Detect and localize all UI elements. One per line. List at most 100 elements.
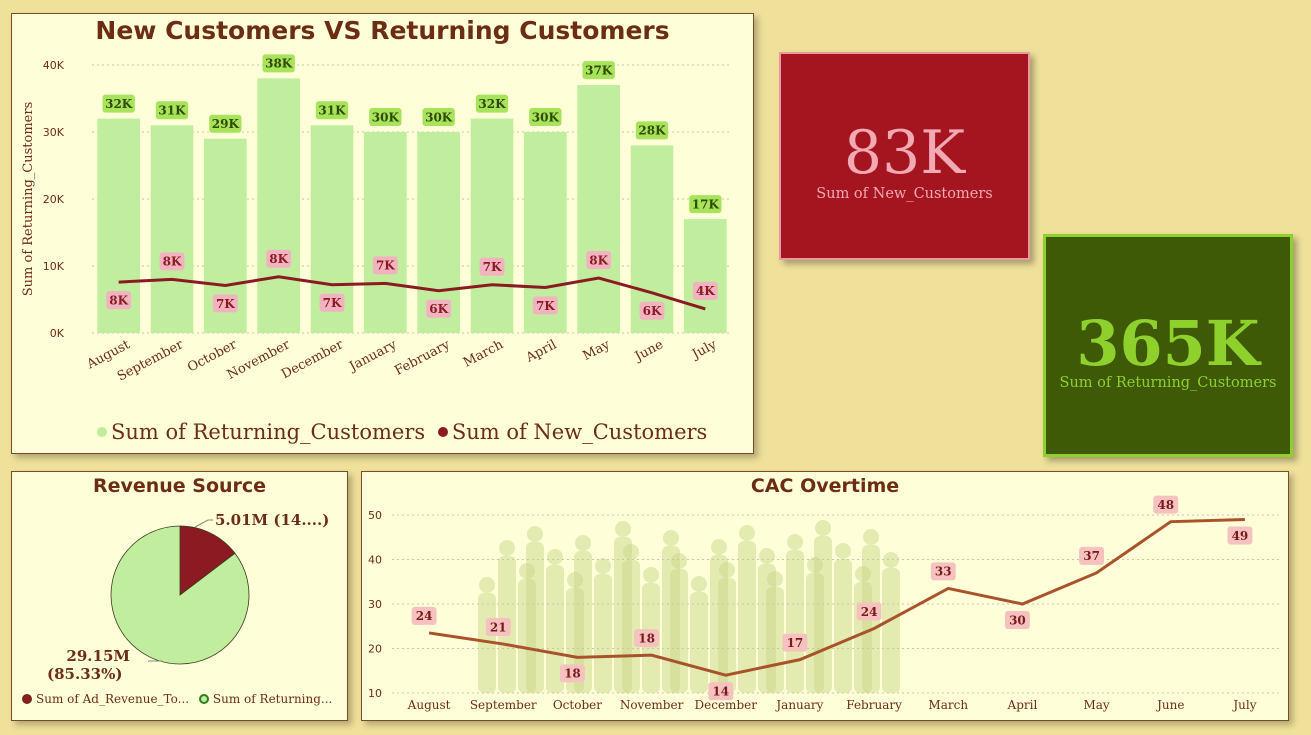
bar-label-july: 17K: [689, 195, 722, 214]
y-tick-label: 0K: [50, 327, 65, 340]
cac-label-december-bg: [708, 682, 734, 701]
line-label-june-text: 6K: [643, 304, 662, 318]
line-label-september-text: 8K: [163, 255, 182, 269]
new-customers-card[interactable]: 83K Sum of New_Customers: [779, 52, 1030, 260]
cac-label-october: 18: [559, 664, 585, 683]
cac-x-tick-march: March: [928, 698, 968, 712]
cac-line: [428, 517, 1245, 677]
legend-returning[interactable]: Sum of Returning_Customers: [97, 420, 425, 444]
cac-x-tick-august: August: [407, 698, 451, 712]
bar-february[interactable]: [417, 132, 460, 333]
line-label-april-text: 7K: [536, 299, 555, 313]
legend-new-dot: [437, 427, 448, 437]
customers-chart-title: New Customers VS Returning Customers: [95, 16, 670, 45]
silhouette-body: [834, 559, 852, 693]
bar-july[interactable]: [684, 219, 727, 333]
silhouette-body: [738, 541, 756, 693]
revenue-source-svg: 5.01M (14....) 29.15M(85.33%): [47, 511, 329, 683]
cac-x-tick-november: November: [620, 698, 684, 712]
customers-chart-panel: New Customers VS Returning Customers 0K 1…: [11, 13, 754, 454]
cac-label-july-text: 49: [1232, 529, 1249, 543]
pie-label-ad-revenue: 5.01M (14....): [215, 511, 329, 529]
silhouette-head: [719, 562, 735, 578]
pie-slice-sum-of-ad-revenue-to[interactable]: [179, 525, 236, 596]
legend-returning-revenue-dot: [198, 694, 209, 704]
bar-label-april-text: 30K: [532, 110, 560, 124]
cac-label-july: 49: [1227, 526, 1253, 545]
cac-label-may-bg: [1079, 546, 1105, 565]
line-label-may-text: 8K: [589, 253, 608, 267]
bar-label-march-bg: [475, 94, 509, 113]
silhouette-head: [787, 534, 803, 550]
bar-march[interactable]: [470, 118, 514, 333]
silhouette-head: [739, 525, 755, 541]
cac-label-november-text: 18: [638, 631, 655, 645]
bar-label-february: 30K: [422, 108, 455, 126]
line-label-july-bg: [692, 281, 718, 300]
returning-customers-card[interactable]: 365K Sum of Returning_Customers: [1043, 234, 1293, 457]
y-tick-label: 30K: [43, 126, 65, 139]
cac-y-tick-label: 50: [368, 509, 382, 522]
bar-january[interactable]: [364, 132, 407, 333]
new-customers-label: Sum of New_Customers: [816, 186, 993, 202]
silhouette-head: [595, 558, 611, 574]
line-label-october: 7K: [212, 294, 238, 313]
cac-label-december: 14: [708, 682, 734, 701]
legend-returning-revenue-label: Sum of Returning...: [212, 692, 333, 706]
legend-ad-revenue-label: Sum of Ad_Revenue_To...: [36, 692, 190, 706]
cac-label-april-text: 30: [1009, 613, 1026, 627]
cac-x-tick-february: February: [846, 698, 902, 712]
bar-september[interactable]: [150, 125, 194, 333]
y-tick-label: 40K: [43, 59, 65, 72]
cac-x-tick-january: January: [774, 698, 823, 712]
pie-slice-sum-of-returning[interactable]: [110, 525, 250, 665]
bar-label-december: 31K: [315, 101, 349, 120]
bar-label-september: 31K: [155, 101, 189, 120]
silhouette-head: [615, 521, 631, 537]
line-label-june: 6K: [639, 301, 665, 320]
line-label-may-bg: [586, 251, 612, 270]
line-label-september: 8K: [159, 252, 185, 271]
silhouette-body: [622, 560, 640, 693]
bar-june[interactable]: [630, 145, 674, 333]
bar-label-august-bg: [102, 94, 135, 113]
line-label-august-text: 8K: [109, 293, 128, 307]
cac-label-may-text: 37: [1083, 549, 1100, 563]
bar-label-january: 30K: [369, 108, 402, 126]
line-label-march-bg: [479, 257, 505, 276]
bar-label-october-bg: [209, 114, 242, 133]
silhouette-head: [835, 543, 851, 559]
legend-ad-revenue[interactable]: Sum of Ad_Revenue_To...: [22, 692, 189, 706]
cac-label-july-bg: [1227, 526, 1253, 545]
x-tick-december: December: [279, 337, 346, 382]
cac-label-june-bg: [1153, 495, 1179, 514]
line-label-january: 7K: [372, 256, 398, 275]
silhouette-head: [623, 544, 639, 560]
cac-label-march-bg: [930, 562, 956, 581]
bar-label-september-bg: [155, 101, 189, 120]
line-label-december: 7K: [319, 293, 345, 312]
revenue-source-panel: Revenue Source 5.01M (14....) 29.15M (85.3…: [11, 471, 348, 721]
bar-label-january-bg: [369, 108, 402, 126]
legend-ad-revenue-dot: [22, 694, 32, 704]
legend-new[interactable]: Sum of New_Customers: [437, 420, 707, 444]
line-label-september-bg: [159, 252, 185, 271]
silhouette-head: [663, 530, 679, 546]
cac-label-august-bg: [411, 606, 437, 625]
x-tick-february: February: [392, 337, 453, 379]
line-label-march: 7K: [479, 257, 505, 276]
pie-label-returning-value: 29.15M: [66, 647, 130, 665]
y-tick-label: 10K: [43, 260, 65, 273]
bar-may[interactable]: [577, 85, 620, 333]
silhouette-body: [786, 550, 804, 693]
y-axis-title: Sum of Returning_Customers: [21, 102, 36, 296]
cac-label-february: 24: [856, 602, 882, 621]
line-label-october-text: 7K: [216, 297, 235, 311]
legend-returning-revenue[interactable]: Sum of Returning...: [198, 692, 333, 706]
line-label-july-text: 4K: [696, 284, 715, 298]
bar-november[interactable]: [257, 78, 300, 334]
silhouette-head: [575, 535, 591, 551]
cac-label-september-bg: [485, 618, 511, 637]
pie-leader-ad: [194, 519, 213, 528]
cac-label-september: 21: [485, 618, 511, 637]
